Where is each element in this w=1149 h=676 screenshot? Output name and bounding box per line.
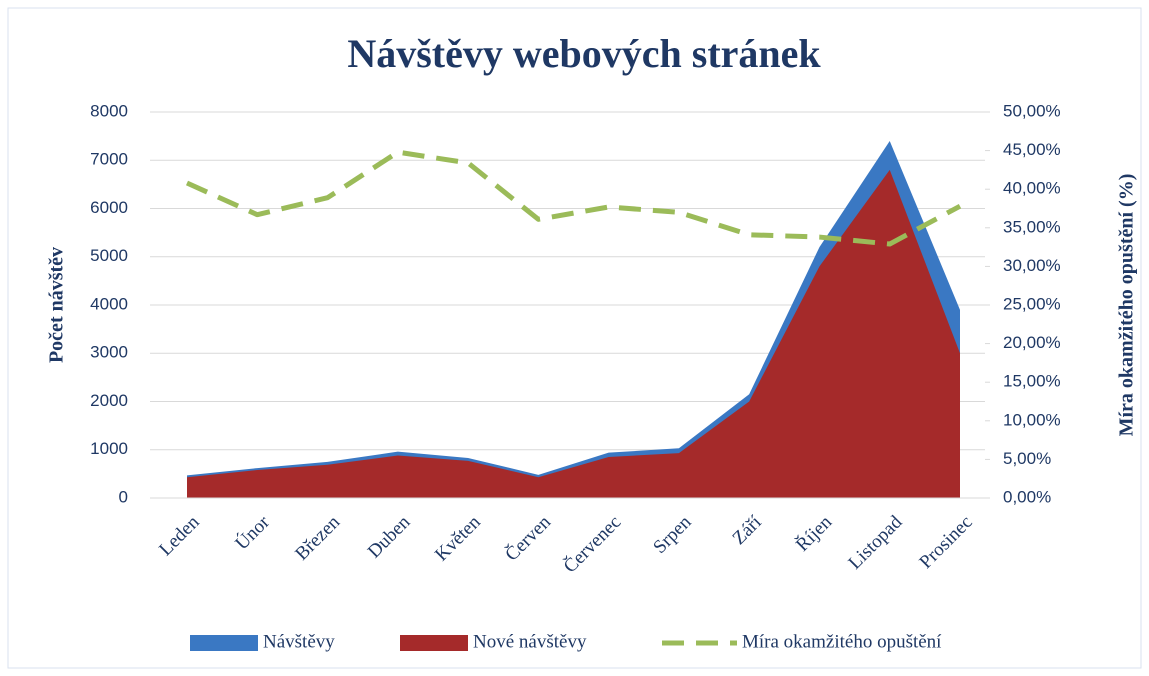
y2-tick-label: 45,00%: [1003, 140, 1061, 159]
y2-tick-label: 15,00%: [1003, 372, 1061, 391]
legend-swatch: [400, 635, 468, 651]
legend-swatch: [190, 635, 258, 651]
y2-tick-label: 0,00%: [1003, 487, 1051, 506]
y2-tick-label: 30,00%: [1003, 256, 1061, 275]
y2-tick-label: 20,00%: [1003, 333, 1061, 352]
y2-axis-title: Míra okamžitého opuštění (%): [1116, 174, 1138, 437]
y2-tick-label: 35,00%: [1003, 217, 1061, 236]
y2-tick-label: 5,00%: [1003, 449, 1051, 468]
y-tick-label: 4000: [90, 294, 128, 313]
y-tick-label: 8000: [90, 101, 128, 120]
y-tick-label: 0: [119, 487, 128, 506]
y2-tick-label: 40,00%: [1003, 179, 1061, 198]
y2-tick-label: 25,00%: [1003, 294, 1061, 313]
line: [185, 149, 962, 247]
y-tick-label: 6000: [90, 198, 128, 217]
y-axis-title: Počet návštěv: [46, 247, 68, 363]
y-tick-label: 3000: [90, 343, 128, 362]
legend-label: Nové návštěvy: [473, 631, 587, 652]
y-tick-label: 7000: [90, 150, 128, 169]
legend-label: Míra okamžitého opuštění: [742, 631, 942, 652]
chart-title: Návštěvy webových stránek: [347, 31, 821, 76]
y2-tick-label: 10,00%: [1003, 410, 1061, 429]
area: [187, 169, 960, 498]
y-tick-label: 5000: [90, 246, 128, 265]
legend-label: Návštěvy: [263, 631, 335, 652]
y-tick-label: 1000: [90, 439, 128, 458]
y2-tick-label: 50,00%: [1003, 101, 1061, 120]
y-tick-label: 2000: [90, 391, 128, 410]
